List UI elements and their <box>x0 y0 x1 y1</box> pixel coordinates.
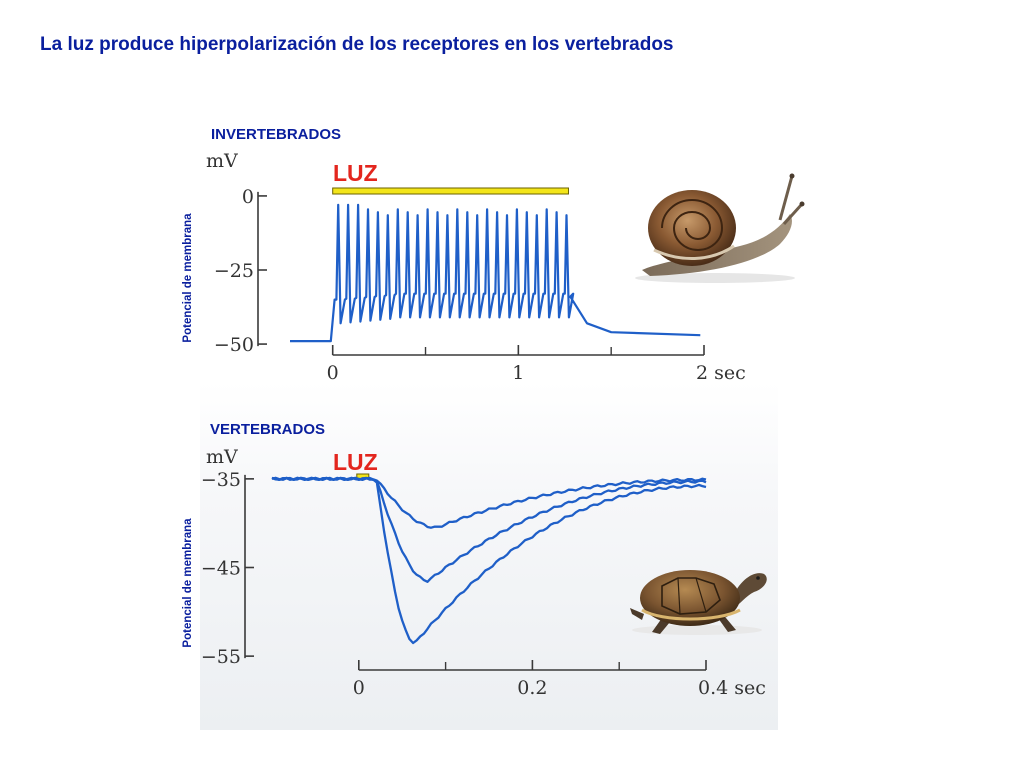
luz-label-top: LUZ <box>333 160 378 186</box>
bottom-ytick-label-1: −45 <box>201 558 241 580</box>
chart-vertebrates: −35 −45 −55 0 0.2 0.4 sec <box>201 469 766 699</box>
section-label-vertebrates: VERTEBRADOS <box>210 421 326 438</box>
top-ytick-label-1: −25 <box>214 260 254 282</box>
bottom-ytick-label-0: −35 <box>201 469 241 491</box>
turtle-icon <box>630 570 767 635</box>
chart-invertebrates: 0 −25 −50 0 1 2 sec <box>214 186 746 384</box>
bottom-response-trace-0 <box>271 476 707 529</box>
top-ytick-label-0: 0 <box>242 186 254 208</box>
luz-label-bottom: LUZ <box>333 449 378 475</box>
top-ytick-label-2: −50 <box>214 334 254 356</box>
top-membrane-trace <box>290 203 701 343</box>
bottom-xtick-label-0: 0 <box>353 677 365 699</box>
bottom-xtick-label-2: 0.4 sec <box>698 677 766 699</box>
y-unit-bottom: mV <box>206 446 238 468</box>
snail-icon <box>635 173 805 283</box>
bottom-response-trace-2 <box>271 476 707 645</box>
bottom-ytick-label-2: −55 <box>201 646 241 668</box>
y-unit-top: mV <box>206 150 238 172</box>
bottom-xtick-label-1: 0.2 <box>517 677 547 699</box>
top-light-stimulus-bar <box>332 187 569 195</box>
slide-title: La luz produce hiperpolarización de los … <box>40 34 674 55</box>
section-label-invertebrates: INVERTEBRADOS <box>211 126 342 143</box>
top-xtick-label-0: 0 <box>327 362 339 384</box>
top-xtick-label-2: 2 sec <box>696 362 746 384</box>
top-xtick-label-1: 1 <box>512 362 524 384</box>
